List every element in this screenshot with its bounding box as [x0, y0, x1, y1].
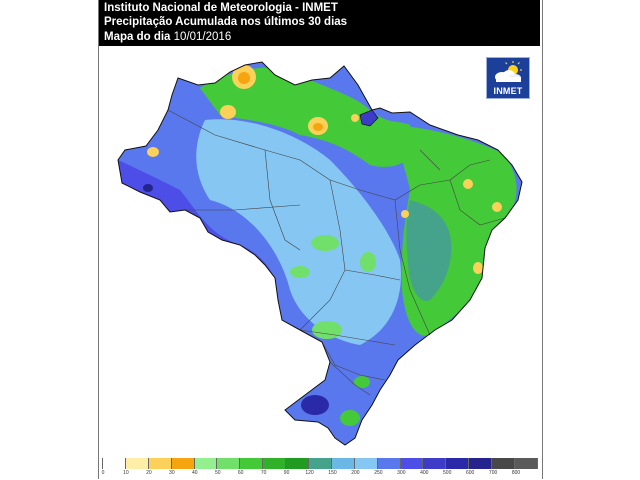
scale-swatch — [423, 458, 447, 469]
brazil-outline — [117, 61, 523, 446]
precip-green-patch — [290, 266, 310, 278]
scale-tick-label: 400 — [420, 470, 429, 476]
dry-spot — [473, 262, 483, 274]
scale-swatch — [446, 458, 470, 469]
state-borders — [167, 109, 506, 396]
scale-swatch — [217, 458, 241, 469]
dry-spot — [401, 210, 409, 218]
precip-green-patch — [312, 321, 342, 339]
scale-swatch — [492, 458, 516, 469]
scale-tick-label: 120 — [305, 470, 314, 476]
scale-swatch — [354, 458, 378, 469]
scale-swatch — [377, 458, 401, 469]
scale-tick-label: 40 — [192, 470, 198, 476]
dry-spot — [220, 105, 236, 119]
scale-tick-label: 90 — [283, 470, 290, 476]
scale-tick-label: 200 — [351, 470, 360, 476]
scale-tick-label: 500 — [443, 470, 452, 476]
dry-spot — [463, 179, 473, 189]
logo-text: INMET — [493, 86, 523, 96]
scale-tick-label: 150 — [328, 470, 337, 476]
scale-swatch — [309, 458, 332, 469]
scale-tick-label: 10 — [123, 470, 129, 476]
precip-green-patch — [311, 235, 339, 251]
scale-tick-label: 70 — [260, 470, 267, 476]
precip-teal-area — [406, 200, 452, 301]
scale-swatch — [263, 458, 287, 469]
dry-spot-core — [238, 72, 250, 84]
institute-title: Instituto Nacional de Meteorologia - INM… — [104, 2, 338, 14]
scale-swatch — [515, 458, 538, 469]
precip-green-patch — [340, 410, 360, 426]
scale-swatch — [194, 458, 218, 469]
marajo-island — [359, 109, 379, 127]
map-date-label: Mapa do dia — [104, 31, 171, 43]
scale-swatch — [102, 458, 126, 469]
scale-tick-label: 250 — [374, 470, 383, 476]
sun-cloud-icon — [495, 61, 522, 82]
precip-dark-patch — [301, 395, 329, 415]
dry-spot — [351, 114, 359, 122]
wet-spot — [143, 184, 153, 192]
scale-tick-label: 50 — [214, 470, 221, 476]
scale-swatch — [400, 458, 424, 469]
scale-swatch — [125, 458, 149, 469]
scale-tick-label: 700 — [488, 470, 498, 476]
map-header: Instituto Nacional de Meteorologia - INM… — [99, 0, 540, 46]
scale-tick-label: 800 — [511, 470, 521, 476]
precipitation-scale-ticks: 0 10 20 30 40 50 60 70 90 120 150 200 250 300 400 500 60… — [102, 470, 538, 479]
scale-swatch — [286, 458, 310, 469]
map-date-line: Mapa do dia 10/01/2016 — [104, 31, 231, 44]
dry-spot-core — [313, 123, 323, 131]
scale-tick-label: 600 — [465, 470, 475, 476]
precip-green-patch — [360, 252, 376, 272]
inmet-logo: INMET — [486, 57, 530, 99]
scale-tick-label: 300 — [397, 470, 406, 476]
scale-swatch — [469, 458, 493, 469]
scale-swatch — [240, 458, 264, 469]
scale-swatch — [171, 458, 195, 469]
precip-north-green — [200, 67, 420, 167]
scale-tick-label: 30 — [169, 470, 175, 476]
map-subtitle: Precipitação Acumulada nos últimos 30 di… — [104, 16, 348, 28]
precip-green-patch — [354, 376, 370, 388]
precipitation-map — [117, 61, 523, 446]
precip-lightblue-area — [196, 119, 401, 345]
dry-spot — [492, 202, 502, 212]
precipitation-color-scale — [102, 458, 538, 469]
scale-swatch — [148, 458, 172, 469]
scale-tick-label: 0 — [101, 470, 105, 476]
scale-tick-label: 20 — [146, 470, 152, 476]
scale-swatch — [331, 458, 355, 469]
scale-tick-label: 60 — [237, 470, 244, 476]
dry-spot — [147, 147, 159, 157]
map-date: 10/01/2016 — [173, 31, 232, 43]
